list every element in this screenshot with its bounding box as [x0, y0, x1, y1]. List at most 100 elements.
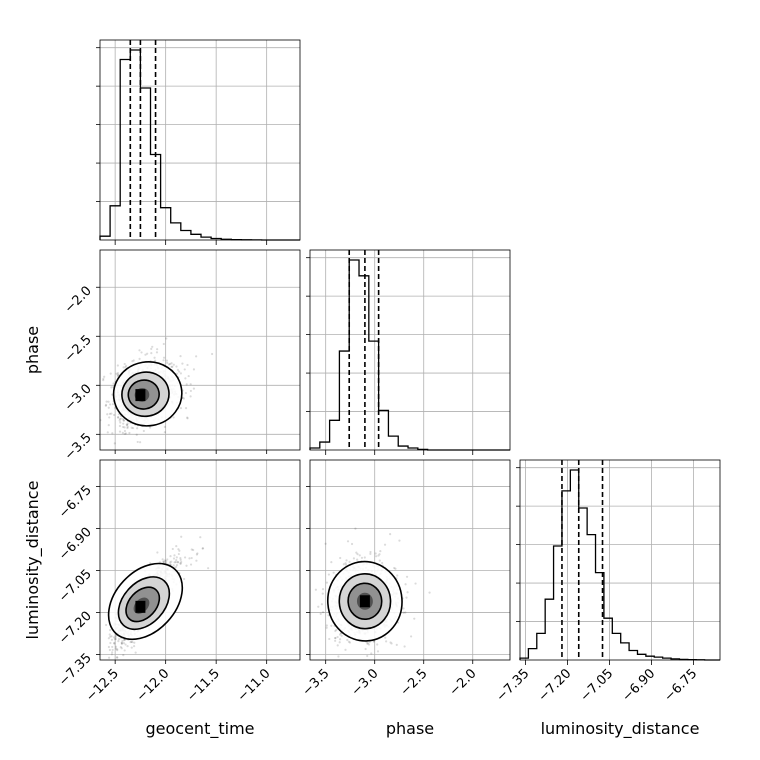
scatter-point: [146, 352, 149, 355]
scatter-point: [155, 351, 159, 354]
scatter-point: [195, 559, 198, 562]
panel-phase-vs-phase: [306, 249, 511, 455]
scatter-point: [325, 624, 328, 627]
scatter-point: [156, 551, 159, 554]
scatter-point: [122, 419, 125, 422]
scatter-point: [352, 557, 356, 560]
scatter-point: [122, 422, 125, 425]
panels: −3.5 −3.0 −2.5 −2.0 −12.5 −12.0 −11.5 −11.0 −7.3…: [56, 39, 721, 705]
scatter-point: [181, 362, 184, 365]
x-tick-label: −2.5: [398, 666, 431, 699]
scatter-point: [150, 347, 153, 350]
x-tick-label: −3.5: [300, 666, 333, 699]
x-tick-label: −7.35: [494, 666, 533, 705]
scatter-point: [345, 669, 347, 671]
histogram-bar: [339, 351, 349, 450]
density-area: [314, 527, 431, 671]
scatter-point: [162, 342, 165, 346]
scatter-point: [103, 375, 106, 378]
scatter-point: [118, 417, 122, 421]
histogram-bar: [320, 442, 330, 450]
scatter-point: [116, 648, 119, 651]
scatter-point: [138, 349, 141, 352]
x-tick-label: −6.75: [661, 666, 700, 705]
scatter-point: [148, 426, 152, 429]
scatter-point: [342, 563, 345, 566]
scatter-point: [350, 542, 354, 546]
scatter-point: [113, 442, 116, 445]
scatter-point: [112, 636, 116, 639]
scatter-point: [334, 639, 337, 642]
scatter-point: [104, 404, 107, 407]
scatter-point: [189, 563, 193, 566]
panel-luminosity_distance-vs-phase: −3.5 −3.0 −2.5 −2.0: [300, 459, 511, 699]
scatter-point: [116, 649, 119, 652]
scatter-point: [107, 424, 110, 427]
scatter-point: [167, 363, 171, 366]
scatter-point: [403, 645, 406, 648]
scatter-point: [210, 352, 214, 356]
scatter-point: [171, 547, 174, 551]
scatter-point: [114, 645, 118, 648]
scatter-point: [334, 636, 337, 640]
scatter-point: [108, 648, 111, 652]
scatter-point: [340, 634, 343, 637]
scatter-point: [378, 559, 381, 562]
scatter-point: [207, 567, 210, 570]
scatter-point: [358, 554, 361, 557]
scatter-point: [108, 412, 111, 415]
scatter-point: [126, 422, 129, 425]
scatter-point: [334, 637, 337, 640]
scatter-point: [366, 642, 369, 645]
histogram-bar: [171, 223, 181, 240]
scatter-point: [126, 425, 129, 428]
scatter-point: [138, 357, 141, 360]
scatter-point: [175, 365, 178, 368]
scatter-point: [337, 655, 340, 658]
scatter-point: [179, 562, 182, 565]
scatter-point: [114, 637, 117, 641]
scatter-point: [109, 641, 112, 645]
scatter-point: [135, 433, 138, 436]
scatter-point: [199, 536, 202, 539]
scatter-point: [396, 574, 399, 577]
scatter-point: [107, 637, 110, 640]
scatter-point: [170, 362, 173, 365]
scatter-point: [201, 547, 204, 550]
scatter-point: [162, 356, 166, 359]
scatter-point: [162, 560, 165, 563]
scatter-point: [110, 412, 113, 415]
scatter-point: [174, 560, 177, 564]
scatter-point: [124, 365, 127, 369]
histogram-bar: [528, 649, 536, 660]
scatter-point: [111, 432, 114, 435]
scatter-point: [338, 633, 342, 636]
scatter-point: [339, 556, 342, 560]
scatter-point: [172, 557, 176, 560]
scatter-point: [154, 359, 157, 362]
scatter-point: [125, 424, 129, 427]
scatter-point: [102, 377, 105, 380]
scatter-point: [123, 362, 126, 366]
scatter-point: [324, 542, 327, 545]
scatter-point: [106, 431, 109, 434]
panel-frame: [99, 39, 301, 241]
scatter-point: [335, 628, 338, 631]
scatter-point: [195, 355, 198, 358]
scatter-point: [190, 548, 193, 551]
scatter-point: [151, 345, 154, 348]
scatter-point: [180, 560, 183, 564]
scatter-point: [179, 372, 182, 375]
scatter-point: [355, 551, 358, 554]
scatter-point: [122, 654, 125, 657]
scatter-point: [317, 605, 320, 608]
scatter-point: [356, 553, 359, 556]
scatter-point: [107, 400, 110, 403]
scatter-point: [189, 395, 192, 398]
scatter-point: [123, 429, 127, 433]
histogram-bar: [130, 50, 140, 240]
scatter-point: [162, 359, 165, 362]
scatter-point: [356, 558, 359, 561]
scatter-point: [375, 555, 378, 558]
y-tick-label: −6.75: [56, 483, 95, 522]
